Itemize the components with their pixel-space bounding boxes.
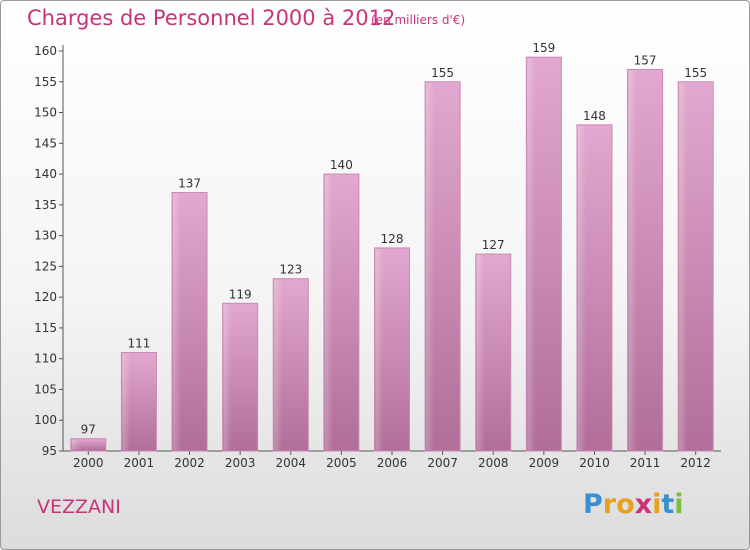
bar-2006 xyxy=(374,247,410,452)
bar-highlight xyxy=(122,353,131,450)
x-tick-label: 2001 xyxy=(124,456,155,470)
bar-2002 xyxy=(171,192,208,452)
y-tick-label: 100 xyxy=(34,413,57,427)
y-tick-label: 105 xyxy=(34,382,57,396)
chart-subtitle: (en milliers d'€) xyxy=(371,13,466,27)
y-tick-label: 130 xyxy=(34,229,57,243)
bar-2008 xyxy=(475,253,512,452)
bar-2009 xyxy=(525,56,562,452)
bar-highlight xyxy=(71,439,80,450)
bar-highlight xyxy=(679,82,688,451)
y-tick-label: 110 xyxy=(34,352,57,366)
x-axis: 2000 2001 2002 2003 2004 2005 2006 2007 2008 2009… xyxy=(63,450,721,470)
logo-letter: r xyxy=(602,489,617,520)
x-tick-label: 2008 xyxy=(478,456,509,470)
data-label: 157 xyxy=(634,53,657,67)
data-label: 155 xyxy=(431,66,454,80)
x-tick-label: 2000 xyxy=(73,456,104,470)
y-tick-label: 160 xyxy=(34,44,57,58)
data-label: 111 xyxy=(127,337,150,351)
data-label: 155 xyxy=(684,66,707,80)
logo-letter: i xyxy=(652,489,662,520)
x-tick-label: 2003 xyxy=(225,456,256,470)
logo-letter: t xyxy=(661,489,675,520)
data-label: 97 xyxy=(81,423,96,437)
x-tick-label: 2009 xyxy=(529,456,560,470)
logo-letter: x xyxy=(634,489,653,520)
data-label: 128 xyxy=(381,232,404,246)
data-label: 119 xyxy=(229,287,252,301)
x-tick-label: 2002 xyxy=(174,456,205,470)
data-label: 137 xyxy=(178,177,201,191)
bar-highlight xyxy=(223,304,232,450)
y-tick-label: 120 xyxy=(34,290,57,304)
y-tick-label: 115 xyxy=(34,321,57,335)
data-label: 148 xyxy=(583,109,606,123)
bar-2004 xyxy=(272,278,309,452)
y-tick-label: 125 xyxy=(34,259,57,273)
x-tick-label: 2004 xyxy=(275,456,306,470)
x-tick-label: 2010 xyxy=(579,456,610,470)
x-tick-label: 2005 xyxy=(326,456,357,470)
x-tick-label: 2006 xyxy=(377,456,408,470)
bar-2005 xyxy=(323,173,360,452)
bar-2001 xyxy=(120,352,157,452)
data-labels: 97 111 137 119 123 140 128 155 127 159 148 157 155 xyxy=(81,41,707,437)
bar-highlight xyxy=(173,193,182,451)
y-tick-label: 140 xyxy=(34,167,57,181)
y-tick-label: 150 xyxy=(34,106,57,120)
bar-2012 xyxy=(677,81,714,452)
bar-highlight xyxy=(274,279,283,450)
y-tick-label: 145 xyxy=(34,136,57,150)
bars xyxy=(70,56,714,452)
bar-highlight xyxy=(375,248,384,450)
x-tick-label: 2007 xyxy=(427,456,458,470)
data-label: 127 xyxy=(482,238,505,252)
logo-letter: P xyxy=(583,489,603,520)
chart-title: Charges de Personnel 2000 à 2012 xyxy=(27,6,396,30)
bar-2000 xyxy=(70,438,107,452)
y-tick-label: 135 xyxy=(34,198,57,212)
logo-letter: o xyxy=(616,489,635,520)
bar-2003 xyxy=(222,302,259,452)
x-tick-label: 2012 xyxy=(680,456,711,470)
y-tick-label: 95 xyxy=(42,444,57,458)
y-tick-label: 155 xyxy=(34,75,57,89)
data-label: 159 xyxy=(532,41,555,55)
bar-highlight xyxy=(577,125,586,450)
x-tick-label: 2011 xyxy=(630,456,661,470)
bar-2011 xyxy=(627,68,664,452)
bar-highlight xyxy=(527,58,536,451)
proxiti-logo[interactable]: Proxiti xyxy=(583,489,684,520)
bar-highlight xyxy=(628,70,637,450)
data-label: 123 xyxy=(279,263,302,277)
bar-2010 xyxy=(576,124,613,452)
bar-highlight xyxy=(476,255,485,450)
bar-highlight xyxy=(324,175,333,451)
y-axis: 95 100 105 110 115 120 125 130 135 140 145 150 155 16… xyxy=(34,44,64,458)
bar-highlight xyxy=(426,82,435,451)
bar-2007 xyxy=(424,81,461,452)
commune-name: VEZZANI xyxy=(37,496,121,518)
logo-letter: i xyxy=(674,489,684,520)
data-label: 140 xyxy=(330,158,353,172)
